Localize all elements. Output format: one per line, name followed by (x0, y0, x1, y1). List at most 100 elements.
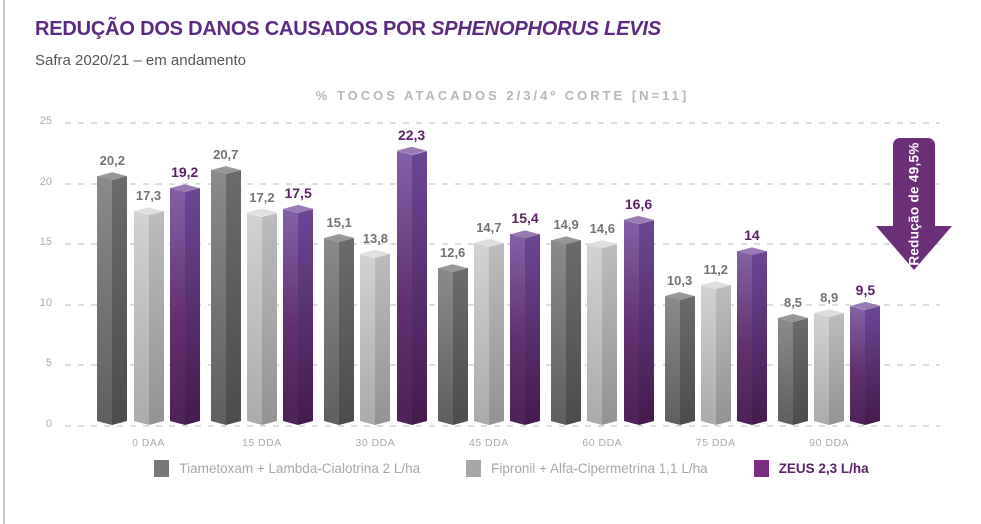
bar-series1-75-dda: 11,2 (700, 262, 731, 425)
bar-top-face (700, 281, 731, 290)
bar-series1-0-daa: 17,3 (133, 188, 164, 425)
bar-series1-45-dda: 14,7 (473, 220, 504, 425)
bar-value-label: 14,9 (553, 217, 579, 233)
bar-series0-60-dda: 14,9 (551, 217, 582, 425)
bar-left-face (133, 211, 149, 425)
bar-series0-0-daa: 20,2 (97, 153, 128, 425)
x-axis-category-label: 90 DDA (809, 437, 850, 449)
bar-right-face (602, 244, 618, 425)
gridline-0 (65, 425, 940, 427)
bar-value-label: 14 (744, 227, 760, 244)
bar-value-label: 16,6 (624, 195, 653, 212)
bar-right-face (488, 242, 504, 425)
bar-value-label: 9,5 (855, 281, 876, 298)
bar-series0-30-dda: 15,1 (324, 215, 355, 425)
y-axis-tick-20: 20 (39, 175, 52, 188)
bar-left-face (850, 305, 866, 425)
bar-left-face (736, 251, 752, 425)
page-subtitle: Safra 2020/21 – em andamento (35, 52, 246, 69)
bar-series2-30-dda: 22,3 (396, 127, 427, 425)
bar-right-face (112, 176, 128, 425)
bar-left-face (360, 253, 376, 425)
bar-value-label: 19,2 (171, 164, 199, 181)
bar-right-face (452, 268, 468, 425)
bar-top-face (97, 172, 128, 181)
bar-left-face (814, 313, 830, 425)
bar-left-face (510, 234, 526, 425)
legend-swatch-icon (466, 460, 482, 477)
bar-series2-60-dda: 16,6 (623, 196, 654, 425)
bar-right-face (865, 305, 881, 425)
bar-top-face (814, 309, 845, 318)
bar-value-label: 14,7 (476, 219, 502, 235)
bar-left-face (210, 170, 226, 425)
bar-right-face (339, 237, 355, 425)
page-title: REDUÇÃO DOS DANOS CAUSADOS POR SPHENOPHO… (35, 18, 661, 41)
gridline-25 (65, 122, 940, 124)
bar-right-face (566, 240, 582, 425)
page-title-species: SPHENOPHORUS LEVIS (431, 18, 661, 40)
bar-left-face (97, 176, 113, 425)
gridline-20 (65, 182, 940, 185)
bar-top-face (324, 234, 355, 242)
bar-left-face (664, 296, 680, 425)
bar-value-label: 8,9 (820, 290, 839, 306)
bar-right-face (298, 208, 314, 425)
bar-series1-90-dda: 8,9 (814, 290, 845, 425)
bar-value-label: 20,2 (99, 153, 125, 169)
bar-series0-90-dda: 8,5 (778, 295, 808, 425)
page-title-main: REDUÇÃO DOS DANOS CAUSADOS POR (35, 18, 432, 40)
bar-series2-90-dda: 9,5 (850, 282, 881, 425)
bar-left-face (623, 219, 639, 425)
bar-left-face (473, 242, 489, 425)
bar-value-label: 10,3 (666, 273, 693, 289)
bar-left-face (551, 240, 567, 425)
left-border-rule (3, 0, 5, 524)
bar-top-face (210, 166, 241, 175)
bar-top-face (133, 207, 164, 216)
bar-value-label: 20,7 (213, 147, 239, 163)
bar-value-label: 8,5 (783, 294, 803, 310)
bar-right-face (148, 211, 164, 425)
bar-left-face (246, 212, 262, 425)
bar-series1-30-dda: 13,8 (360, 231, 391, 425)
legend-swatch-icon (753, 460, 769, 477)
legend-label: ZEUS 2,3 L/ha (778, 461, 869, 476)
bar-right-face (793, 317, 808, 425)
bar-value-label: 11,2 (703, 262, 729, 278)
bar-right-face (411, 150, 427, 425)
bar-left-face (700, 285, 716, 425)
bar-right-face (225, 170, 241, 425)
bar-left-face (778, 317, 793, 425)
bar-series2-0-daa: 19,2 (169, 164, 200, 425)
bar-series2-45-dda: 15,4 (510, 210, 541, 425)
bar-value-label: 17,5 (284, 184, 312, 201)
bar-right-face (184, 188, 200, 425)
bar-top-face (360, 249, 391, 258)
bar-right-face (679, 296, 695, 425)
x-axis-category-label: 30 DDA (355, 437, 396, 449)
chart-legend: Tiametoxam + Lambda-Cialotrina 2 L/ha Fip… (0, 460, 981, 477)
bar-left-face (169, 188, 185, 425)
bar-series1-15-dda: 17,2 (246, 190, 277, 425)
bar-top-face (587, 240, 618, 249)
x-axis-category-label: 15 DDA (242, 437, 282, 449)
bar-left-face (283, 208, 299, 425)
bar-top-face (246, 208, 277, 217)
bar-value-label: 17,2 (249, 189, 275, 205)
bar-value-label: 13,8 (362, 230, 389, 246)
bar-value-label: 15,4 (511, 210, 539, 227)
bar-series1-60-dda: 14,6 (587, 221, 618, 425)
legend-item-series2: ZEUS 2,3 L/ha (753, 460, 869, 477)
x-axis-category-label: 0 DAA (132, 437, 165, 449)
y-axis-tick-25: 25 (39, 115, 52, 127)
reduction-arrow: Redução de 49,5% (876, 138, 952, 270)
bar-value-label: 14,6 (589, 221, 615, 237)
bar-value-label: 17,3 (135, 188, 162, 204)
x-axis-category-label: 45 DDA (468, 437, 509, 449)
bar-top-face (664, 292, 695, 301)
bar-top-face (623, 215, 654, 224)
arrow-shaft (893, 138, 935, 230)
legend-swatch-icon (154, 460, 170, 477)
bar-left-face (324, 237, 340, 425)
